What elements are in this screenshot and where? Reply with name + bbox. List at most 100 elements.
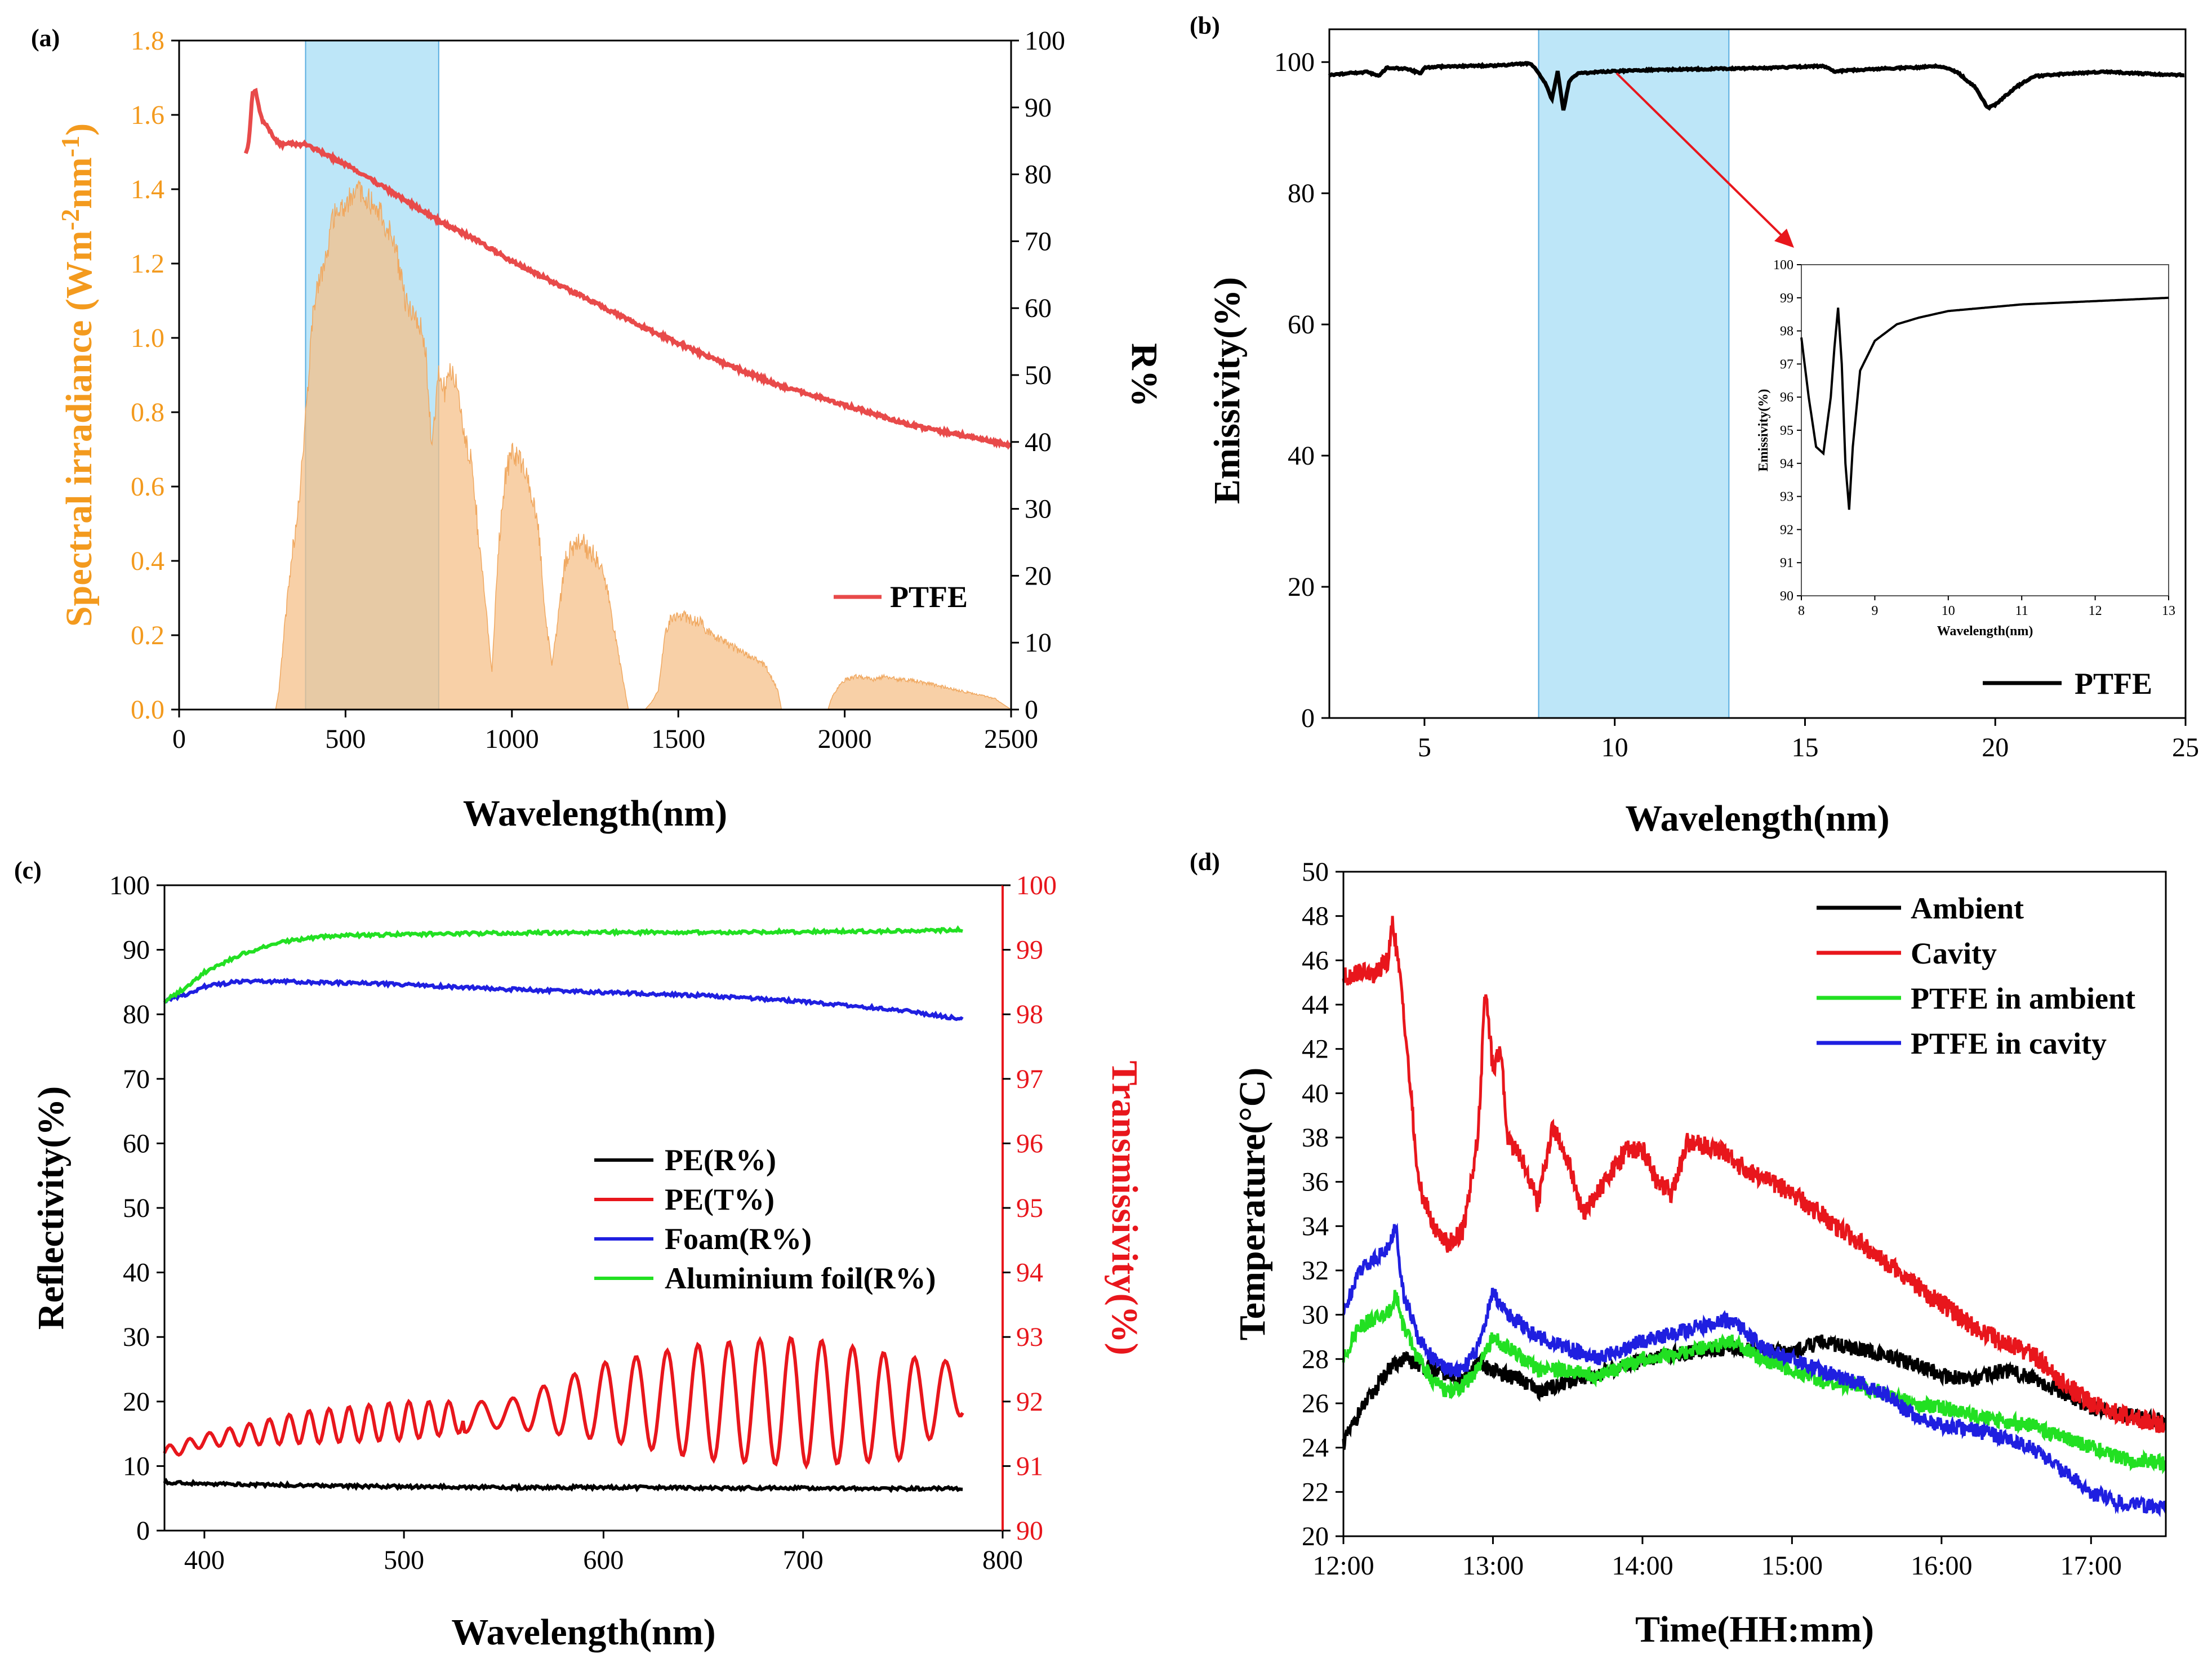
y-axis-tick-label: 1.0 — [131, 323, 164, 353]
y2-axis-tick-label: 97 — [1016, 1064, 1043, 1094]
y-axis-tick-label: 44 — [1302, 990, 1329, 1020]
y2-axis-tick-label: 60 — [1025, 293, 1052, 323]
series-line-3 — [1342, 1223, 2167, 1518]
y2-axis-tick-label: 100 — [1016, 871, 1057, 900]
y-axis-tick-label: 20 — [1302, 1522, 1329, 1551]
y-axis-title: Emissivity(%) — [1207, 277, 1248, 504]
x-axis-tick-label: 13:00 — [1462, 1551, 1524, 1581]
x-axis-title: Wavelength(nm) — [451, 1612, 715, 1653]
y2-axis-tick-label: 70 — [1025, 226, 1052, 256]
series-line-1 — [1342, 916, 2167, 1433]
inset-x-axis-title: Wavelength(nm) — [1937, 624, 2033, 639]
x-axis-tick-label: 1000 — [485, 724, 539, 754]
y-axis-tick-label: 0 — [1301, 703, 1315, 733]
y-axis-tick-label: 100 — [109, 871, 150, 900]
x-axis-tick-label: 500 — [325, 724, 366, 754]
y-axis-tick-label: 60 — [123, 1129, 150, 1158]
y-axis-tick-label: 50 — [1302, 857, 1329, 887]
y-axis-tick-label: 46 — [1302, 946, 1329, 975]
inset-y-tick-label: 90 — [1780, 589, 1793, 604]
series-line-1 — [163, 1335, 964, 1470]
legend-label: PE(R%) — [665, 1143, 776, 1177]
y-axis-tick-label: 30 — [1302, 1300, 1329, 1330]
y2-axis-tick-label: 50 — [1025, 360, 1052, 390]
x-axis-tick-label: 15:00 — [1761, 1551, 1823, 1581]
y-axis-tick-label: 80 — [1288, 179, 1315, 208]
y-axis-title-part: -2 — [56, 209, 84, 230]
inset-x-tick-label: 8 — [1798, 604, 1805, 618]
y-axis-tick-label: 1.8 — [131, 26, 164, 56]
chart-a: 0 500 1000 1500 2000 25000.00.20.40.60.81.01.… — [56, 26, 1165, 834]
inset-y-tick-label: 99 — [1780, 291, 1793, 306]
chart-b: 5 10 15 20 25 0 20 40 60 80 100 Wavelength(nm) Emiss… — [1207, 28, 2199, 839]
y2-axis-tick-label: 10 — [1025, 628, 1052, 658]
y-axis-tick-label: 10 — [123, 1451, 150, 1481]
y-axis-tick-label: 30 — [123, 1322, 150, 1352]
x-axis-tick-label: 2000 — [818, 724, 872, 754]
legend-label: PTFE in cavity — [1911, 1027, 2107, 1060]
inset-x-tick-label: 11 — [2015, 604, 2028, 618]
y-axis-tick-label: 50 — [123, 1193, 150, 1223]
panel-label-a: (a) — [31, 24, 60, 52]
y2-axis-tick-label: 94 — [1016, 1258, 1043, 1288]
inset-y-tick-label: 92 — [1780, 523, 1793, 537]
plot-frame — [1328, 28, 2187, 719]
x-axis-tick-label: 0 — [172, 724, 186, 754]
ptfe-emissivity-line — [1328, 61, 2185, 111]
y-axis-tick-label: 0.4 — [131, 546, 164, 576]
chart-d: 12:00 13:00 14:00 15:00 16:00 17:00 20 22 24 26 28… — [1232, 857, 2167, 1650]
x-axis-tick-label: 400 — [184, 1545, 225, 1575]
y2-axis-tick-label: 91 — [1016, 1451, 1043, 1481]
y-axis-title: Temperature(°C) — [1232, 1068, 1273, 1341]
y2-axis-tick-label: 96 — [1016, 1129, 1043, 1158]
y2-axis-tick-label: 93 — [1016, 1322, 1043, 1352]
y-axis-tick-label: 0.6 — [131, 472, 164, 502]
y-axis-tick-label: 0.8 — [131, 398, 164, 427]
legend-label: PTFE in ambient — [1911, 982, 2135, 1015]
legend-label: Cavity — [1911, 936, 1997, 970]
inset-arrow — [1615, 72, 1784, 238]
x-axis-tick-label: 12:00 — [1312, 1551, 1374, 1581]
x-axis-tick-label: 15 — [1791, 733, 1818, 762]
y2-axis-tick-label: 99 — [1016, 935, 1043, 965]
x-axis-tick-label: 700 — [783, 1545, 824, 1575]
y2-axis-tick-label: 40 — [1025, 427, 1052, 457]
x-axis-tick-label: 17:00 — [2060, 1551, 2122, 1581]
y-axis-tick-label: 42 — [1302, 1034, 1329, 1064]
series-line-2 — [164, 978, 964, 1022]
y-axis-title: Reflectivity(%) — [30, 1086, 72, 1330]
x-axis-tick-label: 14:00 — [1612, 1551, 1673, 1581]
inset-y-tick-label: 97 — [1780, 357, 1793, 372]
y-axis-title: Spectral irradiance (Wm-2nm-1) — [56, 123, 100, 627]
legend-label-ptfe: PTFE — [2075, 667, 2152, 701]
inset-y-axis-title: Emissivity(%) — [1756, 389, 1771, 472]
y-axis-tick-label: 1.4 — [131, 175, 164, 204]
legend-label-ptfe: PTFE — [890, 580, 968, 614]
y-axis-tick-label: 40 — [1302, 1078, 1329, 1108]
y2-axis-tick-label: 20 — [1025, 561, 1052, 591]
y-axis-tick-label: 70 — [123, 1064, 150, 1094]
chart-c: 400 500 600 700 800 0 10 20 30 40 50 60 70 80 90 100 90 9… — [30, 871, 1145, 1653]
y2-axis-tick-label: 90 — [1016, 1516, 1043, 1546]
series-line-2 — [1342, 1290, 2167, 1475]
y-axis-tick-label: 48 — [1302, 902, 1329, 931]
panel-label-d: (d) — [1190, 848, 1220, 876]
x-axis-title: Wavelength(nm) — [1625, 798, 1889, 839]
inset-x-tick-label: 12 — [2089, 604, 2102, 618]
x-axis-tick-label: 20 — [1982, 733, 2009, 762]
x-axis-title: Wavelength(nm) — [463, 793, 727, 834]
inset-y-tick-label: 94 — [1780, 457, 1793, 471]
panel-label-c: (c) — [14, 857, 42, 884]
y-axis-tick-label: 28 — [1302, 1344, 1329, 1374]
inset-y-tick-label: 96 — [1780, 390, 1793, 405]
x-axis-tick-label: 500 — [384, 1545, 424, 1575]
y2-axis-title: Transmissivity(%) — [1104, 1060, 1145, 1355]
solar-spectrum-area — [275, 180, 1013, 710]
y-axis-tick-label: 1.6 — [131, 100, 164, 130]
y-axis-tick-label: 1.2 — [131, 249, 164, 279]
y-axis-tick-label: 90 — [123, 935, 150, 965]
y-axis-tick-label: 36 — [1302, 1167, 1329, 1197]
y-axis-tick-label: 20 — [123, 1387, 150, 1417]
panel-label-b: (b) — [1190, 12, 1220, 39]
y-axis-tick-label: 22 — [1302, 1477, 1329, 1507]
